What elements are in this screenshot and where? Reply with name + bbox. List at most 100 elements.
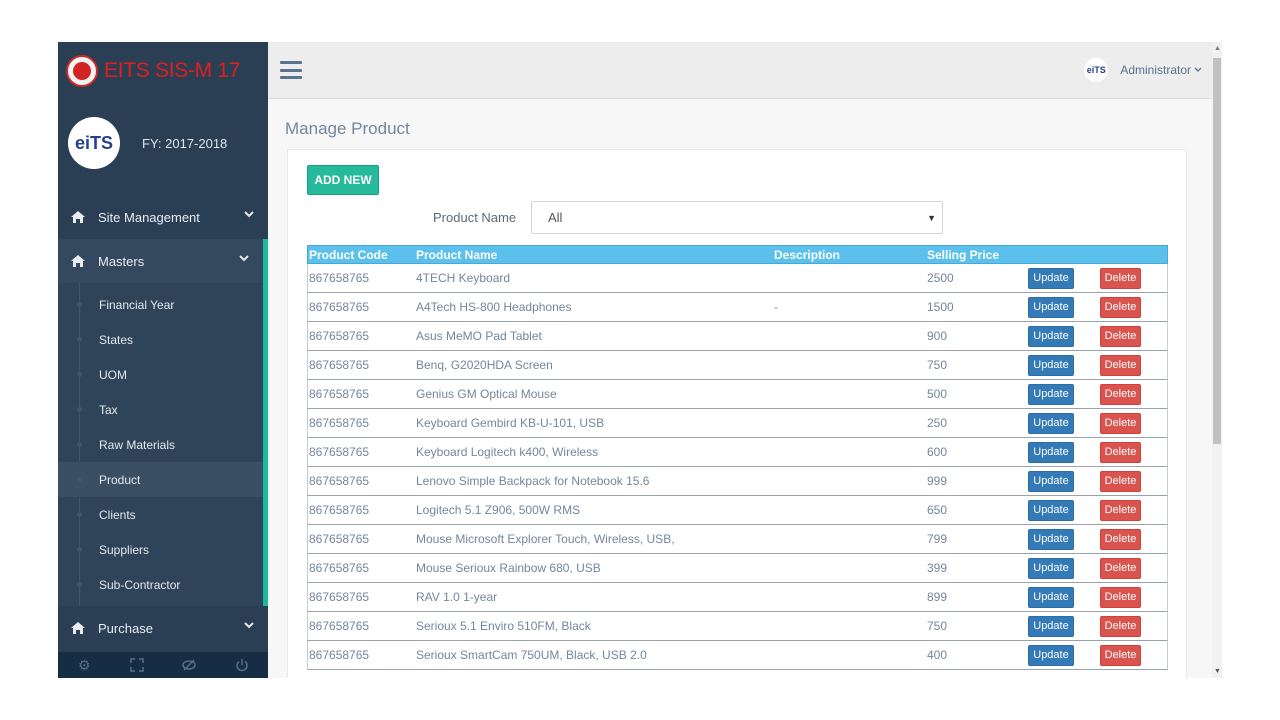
brand[interactable]: EITS SIS-M 17 (58, 42, 268, 99)
submenu-label: UOM (99, 367, 127, 382)
cell-selling-price: 600 (927, 445, 948, 459)
delete-button[interactable]: Delete (1100, 325, 1141, 347)
menu-toggle-icon[interactable] (280, 61, 302, 79)
submenu-item-raw-materials[interactable]: Raw Materials (58, 427, 263, 462)
update-button[interactable]: Update (1028, 412, 1074, 434)
row-actions: Update Delete (1028, 441, 1166, 463)
submenu-label: Product (99, 472, 141, 487)
update-button[interactable]: Update (1028, 470, 1074, 492)
header-product-name[interactable]: Product Name (416, 247, 498, 262)
fullscreen-icon[interactable] (129, 657, 145, 673)
submenu-label: States (99, 332, 134, 347)
cell-selling-price: 399 (927, 561, 948, 575)
header-selling-price[interactable]: Selling Price (927, 247, 1000, 262)
product-name-filter-label: Product Name (433, 210, 517, 225)
update-button[interactable]: Update (1028, 441, 1074, 463)
cell-product-name: 4TECH Keyboard (416, 271, 511, 285)
product-name-select[interactable]: All ▼ (531, 201, 943, 234)
update-button[interactable]: Update (1028, 557, 1074, 579)
delete-button[interactable]: Delete (1100, 528, 1141, 550)
fiscal-year-label: FY: 2017-2018 (142, 135, 228, 151)
sidebar-item-label: Masters (98, 253, 145, 269)
update-button[interactable]: Update (1028, 383, 1074, 405)
submenu-item-uom[interactable]: UOM (58, 357, 263, 392)
update-button[interactable]: Update (1028, 499, 1074, 521)
table-row: 867658765 Serioux 5.1 Enviro 510FM, Black… (307, 612, 1168, 641)
delete-button[interactable]: Delete (1100, 441, 1141, 463)
cell-selling-price: 250 (927, 416, 948, 430)
submenu-item-states[interactable]: States (58, 322, 263, 357)
cell-selling-price: 650 (927, 503, 948, 517)
scroll-thumb[interactable] (1213, 58, 1221, 444)
cell-product-code: 867658765 (309, 271, 370, 285)
sidebar-item-site-management[interactable]: Site Management (58, 195, 268, 239)
submenu-item-tax[interactable]: Tax (58, 392, 263, 427)
update-button[interactable]: Update (1028, 296, 1074, 318)
update-button[interactable]: Update (1028, 615, 1074, 637)
delete-button[interactable]: Delete (1100, 470, 1141, 492)
update-button[interactable]: Update (1028, 644, 1074, 666)
submenu-item-financial-year[interactable]: Financial Year (58, 287, 263, 322)
cell-product-code: 867658765 (309, 619, 370, 633)
table-row: 867658765 Lenovo Simple Backpack for Note… (307, 467, 1168, 496)
submenu-label: Clients (99, 507, 136, 522)
cell-product-name: Logitech 5.1 Z906, 500W RMS (416, 503, 581, 517)
scroll-down-arrow-icon[interactable]: ▼ (1214, 668, 1221, 675)
user-name: Administrator (1120, 63, 1191, 77)
row-actions: Update Delete (1028, 267, 1166, 289)
app-frame: EITS SIS-M 17 eiTS FY: 2017-2018 Site Ma… (58, 42, 1222, 678)
header-product-code[interactable]: Product Code (309, 247, 388, 262)
cell-product-name: Benq, G2020HDA Screen (416, 358, 553, 372)
submenu-label: Raw Materials (99, 437, 176, 452)
bullet-icon (77, 407, 82, 412)
delete-button[interactable]: Delete (1100, 383, 1141, 405)
table-row: 867658765 Mouse Serioux Rainbow 680, USB 3… (307, 554, 1168, 583)
settings-gear-icon[interactable]: ⚙ (77, 656, 91, 673)
submenu-item-sub-contractor[interactable]: Sub-Contractor (58, 567, 263, 602)
submenu-item-suppliers[interactable]: Suppliers (58, 532, 263, 567)
power-icon[interactable] (234, 657, 250, 673)
cell-product-name: Serioux 5.1 Enviro 510FM, Black (416, 619, 591, 633)
sidebar-item-masters[interactable]: Masters (58, 239, 268, 283)
update-button[interactable]: Update (1028, 528, 1074, 550)
delete-button[interactable]: Delete (1100, 499, 1141, 521)
submenu-label: Suppliers (99, 542, 150, 557)
submenu-item-clients[interactable]: Clients (58, 497, 263, 532)
lock-eye-icon[interactable] (181, 657, 197, 673)
sidebar-footer: ⚙ (58, 652, 268, 678)
sidebar-item-label: Site Management (98, 209, 200, 225)
caret-down-icon: ▼ (927, 213, 936, 223)
sidebar-item-purchase[interactable]: Purchase (58, 606, 268, 650)
update-button[interactable]: Update (1028, 586, 1074, 608)
delete-button[interactable]: Delete (1100, 586, 1141, 608)
table-row: 867658765 Asus MeMO Pad Tablet 900 Update De… (307, 322, 1168, 351)
update-button[interactable]: Update (1028, 354, 1074, 376)
table-row: 867658765 Logitech 5.1 Z906, 500W RMS 650 U… (307, 496, 1168, 525)
cell-selling-price: 750 (927, 358, 948, 372)
row-actions: Update Delete (1028, 499, 1166, 521)
bullet-icon (77, 372, 82, 377)
add-new-button[interactable]: ADD NEW (307, 165, 379, 195)
delete-button[interactable]: Delete (1100, 557, 1141, 579)
update-button[interactable]: Update (1028, 267, 1074, 289)
row-actions: Update Delete (1028, 383, 1166, 405)
header-description[interactable]: Description (774, 247, 841, 262)
delete-button[interactable]: Delete (1100, 354, 1141, 376)
submenu-label: Financial Year (99, 297, 175, 312)
page-scrollbar[interactable]: ▲ ▼ (1212, 42, 1222, 678)
cell-product-name: Asus MeMO Pad Tablet (416, 329, 542, 343)
cell-product-code: 867658765 (309, 445, 370, 459)
delete-button[interactable]: Delete (1100, 412, 1141, 434)
submenu-label: Sub-Contractor (99, 577, 181, 592)
delete-button[interactable]: Delete (1100, 267, 1141, 289)
update-button[interactable]: Update (1028, 325, 1074, 347)
cell-product-name: Lenovo Simple Backpack for Notebook 15.6 (416, 474, 650, 488)
user-menu[interactable]: eiTS Administrator (1084, 58, 1202, 82)
delete-button[interactable]: Delete (1100, 644, 1141, 666)
cell-selling-price: 2500 (927, 271, 954, 285)
scroll-up-arrow-icon[interactable]: ▲ (1214, 45, 1221, 52)
home-icon (71, 255, 85, 267)
delete-button[interactable]: Delete (1100, 296, 1141, 318)
delete-button[interactable]: Delete (1100, 615, 1141, 637)
submenu-item-product[interactable]: Product (58, 462, 263, 497)
